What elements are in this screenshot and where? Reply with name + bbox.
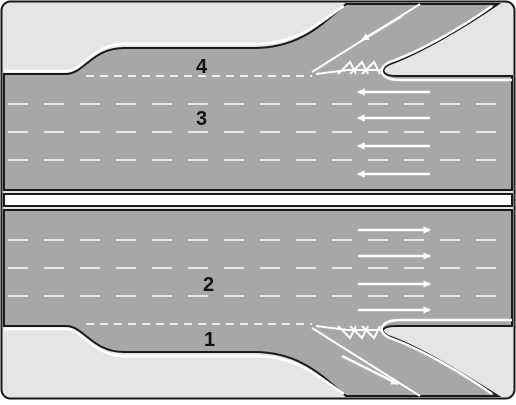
lane-dashes: [8, 75, 496, 325]
lane-number-3: 3: [196, 108, 208, 130]
ramp-arrow-down-right: [341, 354, 399, 386]
upper-carriageway: [3, 3, 513, 191]
median: [3, 193, 513, 207]
lane-number-2: 2: [203, 274, 215, 296]
ramp-arrow-up-right: [361, 14, 403, 42]
lower-ramp-edge-line: [380, 318, 512, 396]
lower-ramp-divider: [311, 327, 421, 397]
upper-gore-chevrons: [315, 60, 382, 75]
direction-arrows: [341, 14, 431, 386]
lower-edge-line: [4, 327, 345, 396]
upper-edge-line: [4, 4, 345, 73]
lane-number-4: 4: [196, 56, 208, 78]
upper-ramp-edge-line: [380, 4, 512, 82]
lane-number-1: 1: [204, 329, 216, 351]
lower-gore-chevrons: [315, 325, 382, 340]
